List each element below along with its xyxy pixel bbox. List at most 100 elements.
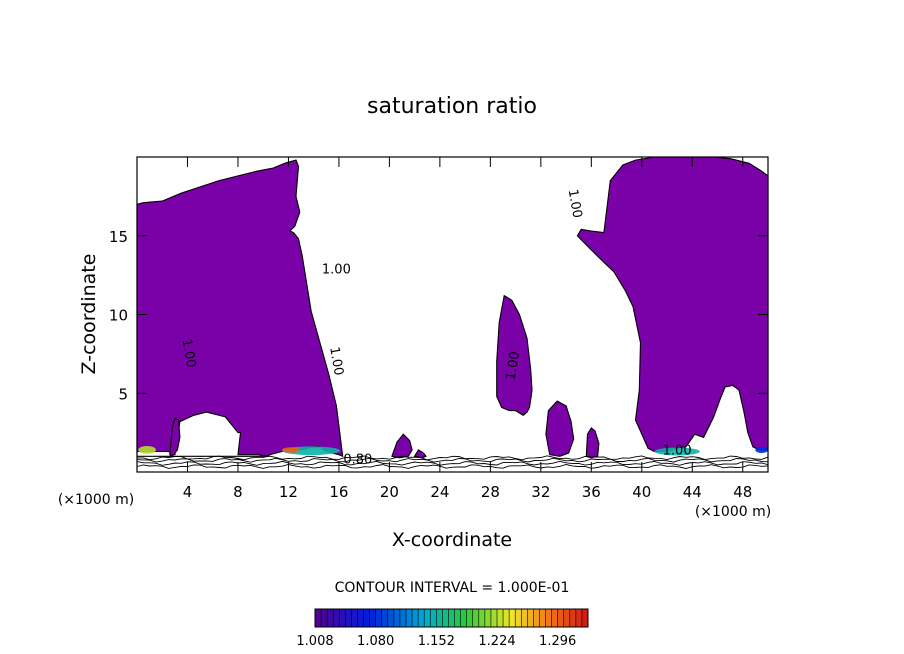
small-cell-36km (585, 427, 600, 459)
surface-contour-4 (137, 455, 769, 461)
colorbar-tick-label: 1.152 (418, 634, 455, 649)
colorbar-tick-label: 1.080 (357, 634, 394, 649)
colorbar-swatch (406, 609, 413, 627)
colorbar-swatch (472, 609, 480, 627)
low-level-contours (136, 455, 769, 469)
x-tick-label: 20 (380, 483, 399, 501)
colorbar-tick-label: 1.296 (539, 634, 576, 649)
x-tick-label: 24 (430, 483, 449, 501)
hotspot-5 (755, 446, 768, 454)
colorbar-swatch (351, 609, 358, 627)
colorbar-swatch (418, 609, 425, 627)
colorbar-swatch (515, 609, 522, 627)
colorbar-swatch (369, 609, 377, 627)
colorbar-swatch (399, 609, 407, 627)
x-tick-label: 8 (233, 483, 243, 501)
colorbar-swatch (375, 609, 383, 627)
x-tick-label: 48 (733, 483, 752, 501)
y-tick-label: 10 (109, 307, 128, 325)
colorbar-tick-labels: 1.008 1.080 1.152 1.224 1.296 (296, 634, 576, 649)
contour-label-2: 1.00 (326, 346, 346, 377)
colorbar-swatch (460, 609, 468, 627)
colorbar-swatch (333, 609, 340, 627)
colorbar-swatch (339, 609, 346, 627)
colorbar-swatch (551, 609, 559, 627)
colorbar-swatch (478, 609, 486, 627)
colorbar-swatch (509, 609, 516, 627)
contour-label-3: 1.00 (504, 350, 524, 381)
y-axis-ticks: 5 10 15 (109, 228, 768, 403)
colorbar-swatch (575, 609, 583, 627)
chart-title: saturation ratio (367, 94, 537, 119)
colorbar-swatch (387, 609, 395, 627)
central-supersaturated-cell (496, 294, 533, 416)
surface-contour-3 (136, 457, 769, 463)
colorbar-swatch (345, 609, 352, 627)
x-unit-left: (×1000 m) (58, 492, 134, 508)
colorbar-swatch (581, 609, 589, 627)
colorbar-swatch (569, 609, 577, 627)
colorbar-swatch (412, 609, 419, 627)
x-tick-label: 36 (582, 483, 601, 501)
colorbar-swatch (393, 609, 401, 627)
y-axis-label: Z-coordinate (78, 254, 100, 375)
colorbar-swatch (454, 609, 461, 627)
surface-contour-1 (136, 464, 769, 469)
colorbar-swatch (436, 609, 443, 627)
x-tick-label: 40 (632, 483, 651, 501)
colorbar-swatch (533, 609, 540, 627)
colorbar-swatch (363, 609, 370, 627)
colorbar (314, 608, 589, 628)
small-cell-3km (169, 417, 181, 458)
hotspot-3 (138, 446, 156, 454)
colorbar-swatch (539, 609, 546, 627)
left-supersaturated-region (136, 159, 344, 458)
contour-label-5: 1.00 (663, 444, 692, 459)
colorbar-swatch (484, 609, 492, 627)
colorbar-frame (314, 608, 589, 628)
x-axis-ticks: 4 8 12 16 20 24 28 32 36 40 44 48 (183, 157, 752, 501)
colorbar-swatch (497, 609, 504, 627)
contour-label-7: 0.80 (343, 452, 372, 467)
colorbar-tick-label: 1.008 (296, 634, 333, 649)
contour-label-6: 1.00 (322, 263, 351, 278)
contour-labels: 1.00 1.00 1.00 1.00 1.00 1.00 0.80 (179, 188, 692, 467)
x-tick-label: 44 (683, 483, 702, 501)
y-tick-label: 15 (109, 228, 128, 246)
colorbar-swatch (563, 609, 571, 627)
x-tick-label: 16 (329, 483, 348, 501)
colorbar-swatch (315, 609, 322, 627)
colorbar-swatch (503, 609, 510, 627)
colorbar-swatch (327, 609, 334, 627)
x-tick-label: 12 (279, 483, 298, 501)
contour-label-1: 1.00 (179, 338, 199, 369)
x-tick-label: 28 (481, 483, 500, 501)
supersaturated-regions (136, 156, 769, 459)
colorbar-swatch (466, 609, 474, 627)
hotspot-4 (654, 447, 700, 456)
x-tick-label: 4 (183, 483, 193, 501)
y-tick-label: 5 (118, 385, 128, 403)
colorbar-swatch (448, 609, 455, 627)
colorbar-swatch (490, 609, 498, 627)
colorbar-swatch (357, 609, 364, 627)
surface-contour-2 (136, 460, 769, 466)
colorbar-swatch (430, 609, 437, 627)
colorbar-swatch (521, 609, 528, 627)
colorbar-swatch (442, 609, 449, 627)
high-saturation-spots (138, 446, 768, 456)
colorbar-swatch (527, 609, 534, 627)
x-unit-right: (×1000 m) (695, 504, 771, 520)
contour-label-4: 1.00 (565, 188, 585, 219)
colorbar-swatch (424, 609, 431, 627)
small-cell-34km (545, 400, 575, 457)
colorbar-swatch (321, 609, 328, 627)
colorbar-swatch (557, 609, 565, 627)
colorbar-tick-label: 1.224 (478, 634, 515, 649)
colorbar-swatch (381, 609, 389, 627)
x-tick-label: 32 (531, 483, 550, 501)
contour-interval-text: CONTOUR INTERVAL = 1.000E-01 (335, 580, 570, 596)
colorbar-swatch (545, 609, 552, 627)
small-cell-21km (391, 433, 413, 459)
